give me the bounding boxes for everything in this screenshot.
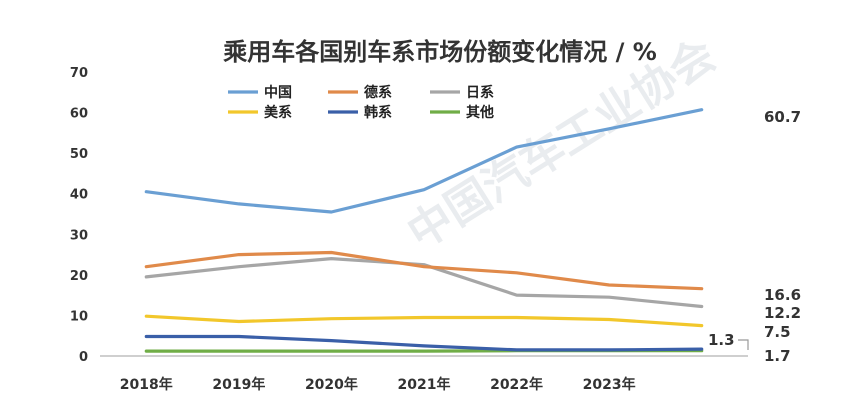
y-tick-label: 40	[70, 188, 88, 203]
end-value-label: 1.3	[708, 331, 735, 349]
series-layer	[144, 108, 704, 353]
end-value-label: 1.7	[764, 347, 791, 365]
series-line-2	[144, 250, 704, 291]
series-line-5	[144, 334, 704, 352]
x-tick-label: 2021年	[398, 376, 451, 393]
end-value-label: 16.6	[764, 286, 801, 304]
legend-label: 中国	[264, 84, 292, 101]
x-tick-label: 2020年	[305, 376, 358, 393]
end-value-label: 60.7	[764, 108, 801, 126]
x-tick-label: 2023年	[583, 376, 636, 393]
axes: 0 10 20 30 40 50 60 70 2018年 2019年 2020年 2021年 2022年…	[70, 66, 748, 393]
end-value-label: 7.5	[764, 323, 791, 341]
x-tick-label: 2022年	[490, 376, 543, 393]
y-tick-label: 0	[79, 350, 88, 365]
legend-label: 韩系	[364, 104, 392, 121]
y-tick-label: 70	[70, 66, 88, 81]
series-line-4	[144, 314, 704, 328]
y-tick-label: 50	[70, 147, 88, 162]
end-value-label: 12.2	[764, 304, 801, 322]
series-line-1	[144, 108, 704, 214]
y-tick-label: 10	[70, 309, 88, 324]
legend-label: 德系	[364, 84, 392, 101]
y-tick-label: 20	[70, 269, 88, 284]
y-tick-label: 60	[70, 107, 88, 122]
callout-connector	[738, 339, 749, 350]
series-line-3	[144, 257, 704, 309]
chart-title: 乘用车各国别车系市场份额变化情况 / %	[222, 38, 657, 66]
legend-label: 其他	[466, 104, 494, 121]
legend-label: 美系	[264, 104, 292, 121]
x-tick-label: 2018年	[120, 376, 173, 393]
y-tick-label: 30	[70, 228, 88, 243]
x-tick-label: 2019年	[212, 376, 265, 393]
end-labels: 60.7 16.612.27.5 1.7 1.3	[708, 108, 801, 365]
legend-label: 日系	[466, 84, 494, 101]
